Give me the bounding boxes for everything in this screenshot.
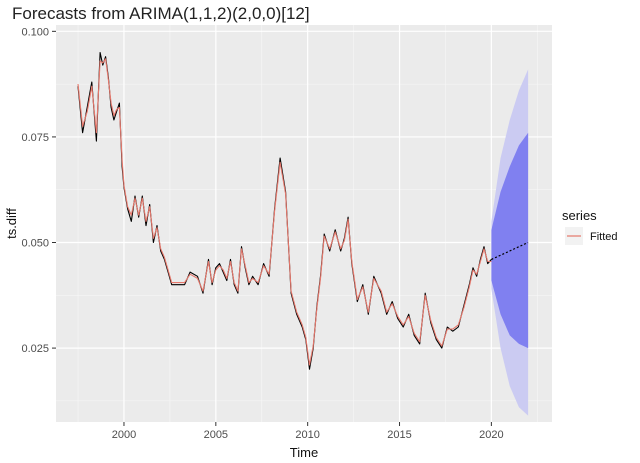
legend-label-fitted: Fitted (590, 231, 618, 243)
legend-title: series (562, 208, 597, 223)
y-axis: 0.025 0.050 0.075 0.100 (21, 26, 56, 355)
x-axis-title: Time (290, 445, 318, 460)
grid-minor (56, 25, 552, 422)
x-tick-label: 2015 (387, 429, 411, 441)
x-axis: 2000 2005 2010 2015 2020 (112, 422, 504, 441)
x-tick-label: 2000 (112, 429, 136, 441)
legend: series Fitted (562, 208, 618, 245)
x-tick-label: 2005 (204, 429, 228, 441)
x-tick-label: 2020 (479, 429, 503, 441)
plot-panel (56, 25, 552, 422)
chart-title: Forecasts from ARIMA(1,1,2)(2,0,0)[12] (12, 4, 310, 23)
fitted-series-line (77, 58, 492, 366)
forecast-band-80 (491, 132, 529, 349)
forecast-mean-line (491, 241, 529, 260)
x-tick-label: 2010 (295, 429, 319, 441)
forecast-bands (491, 69, 529, 416)
y-axis-title: ts.diff (4, 208, 19, 239)
y-tick-label: 0.025 (21, 343, 49, 355)
y-tick-label: 0.075 (21, 132, 49, 144)
y-tick-label: 0.050 (21, 238, 49, 250)
series-lines (77, 51, 529, 370)
y-tick-label: 0.100 (21, 26, 49, 38)
